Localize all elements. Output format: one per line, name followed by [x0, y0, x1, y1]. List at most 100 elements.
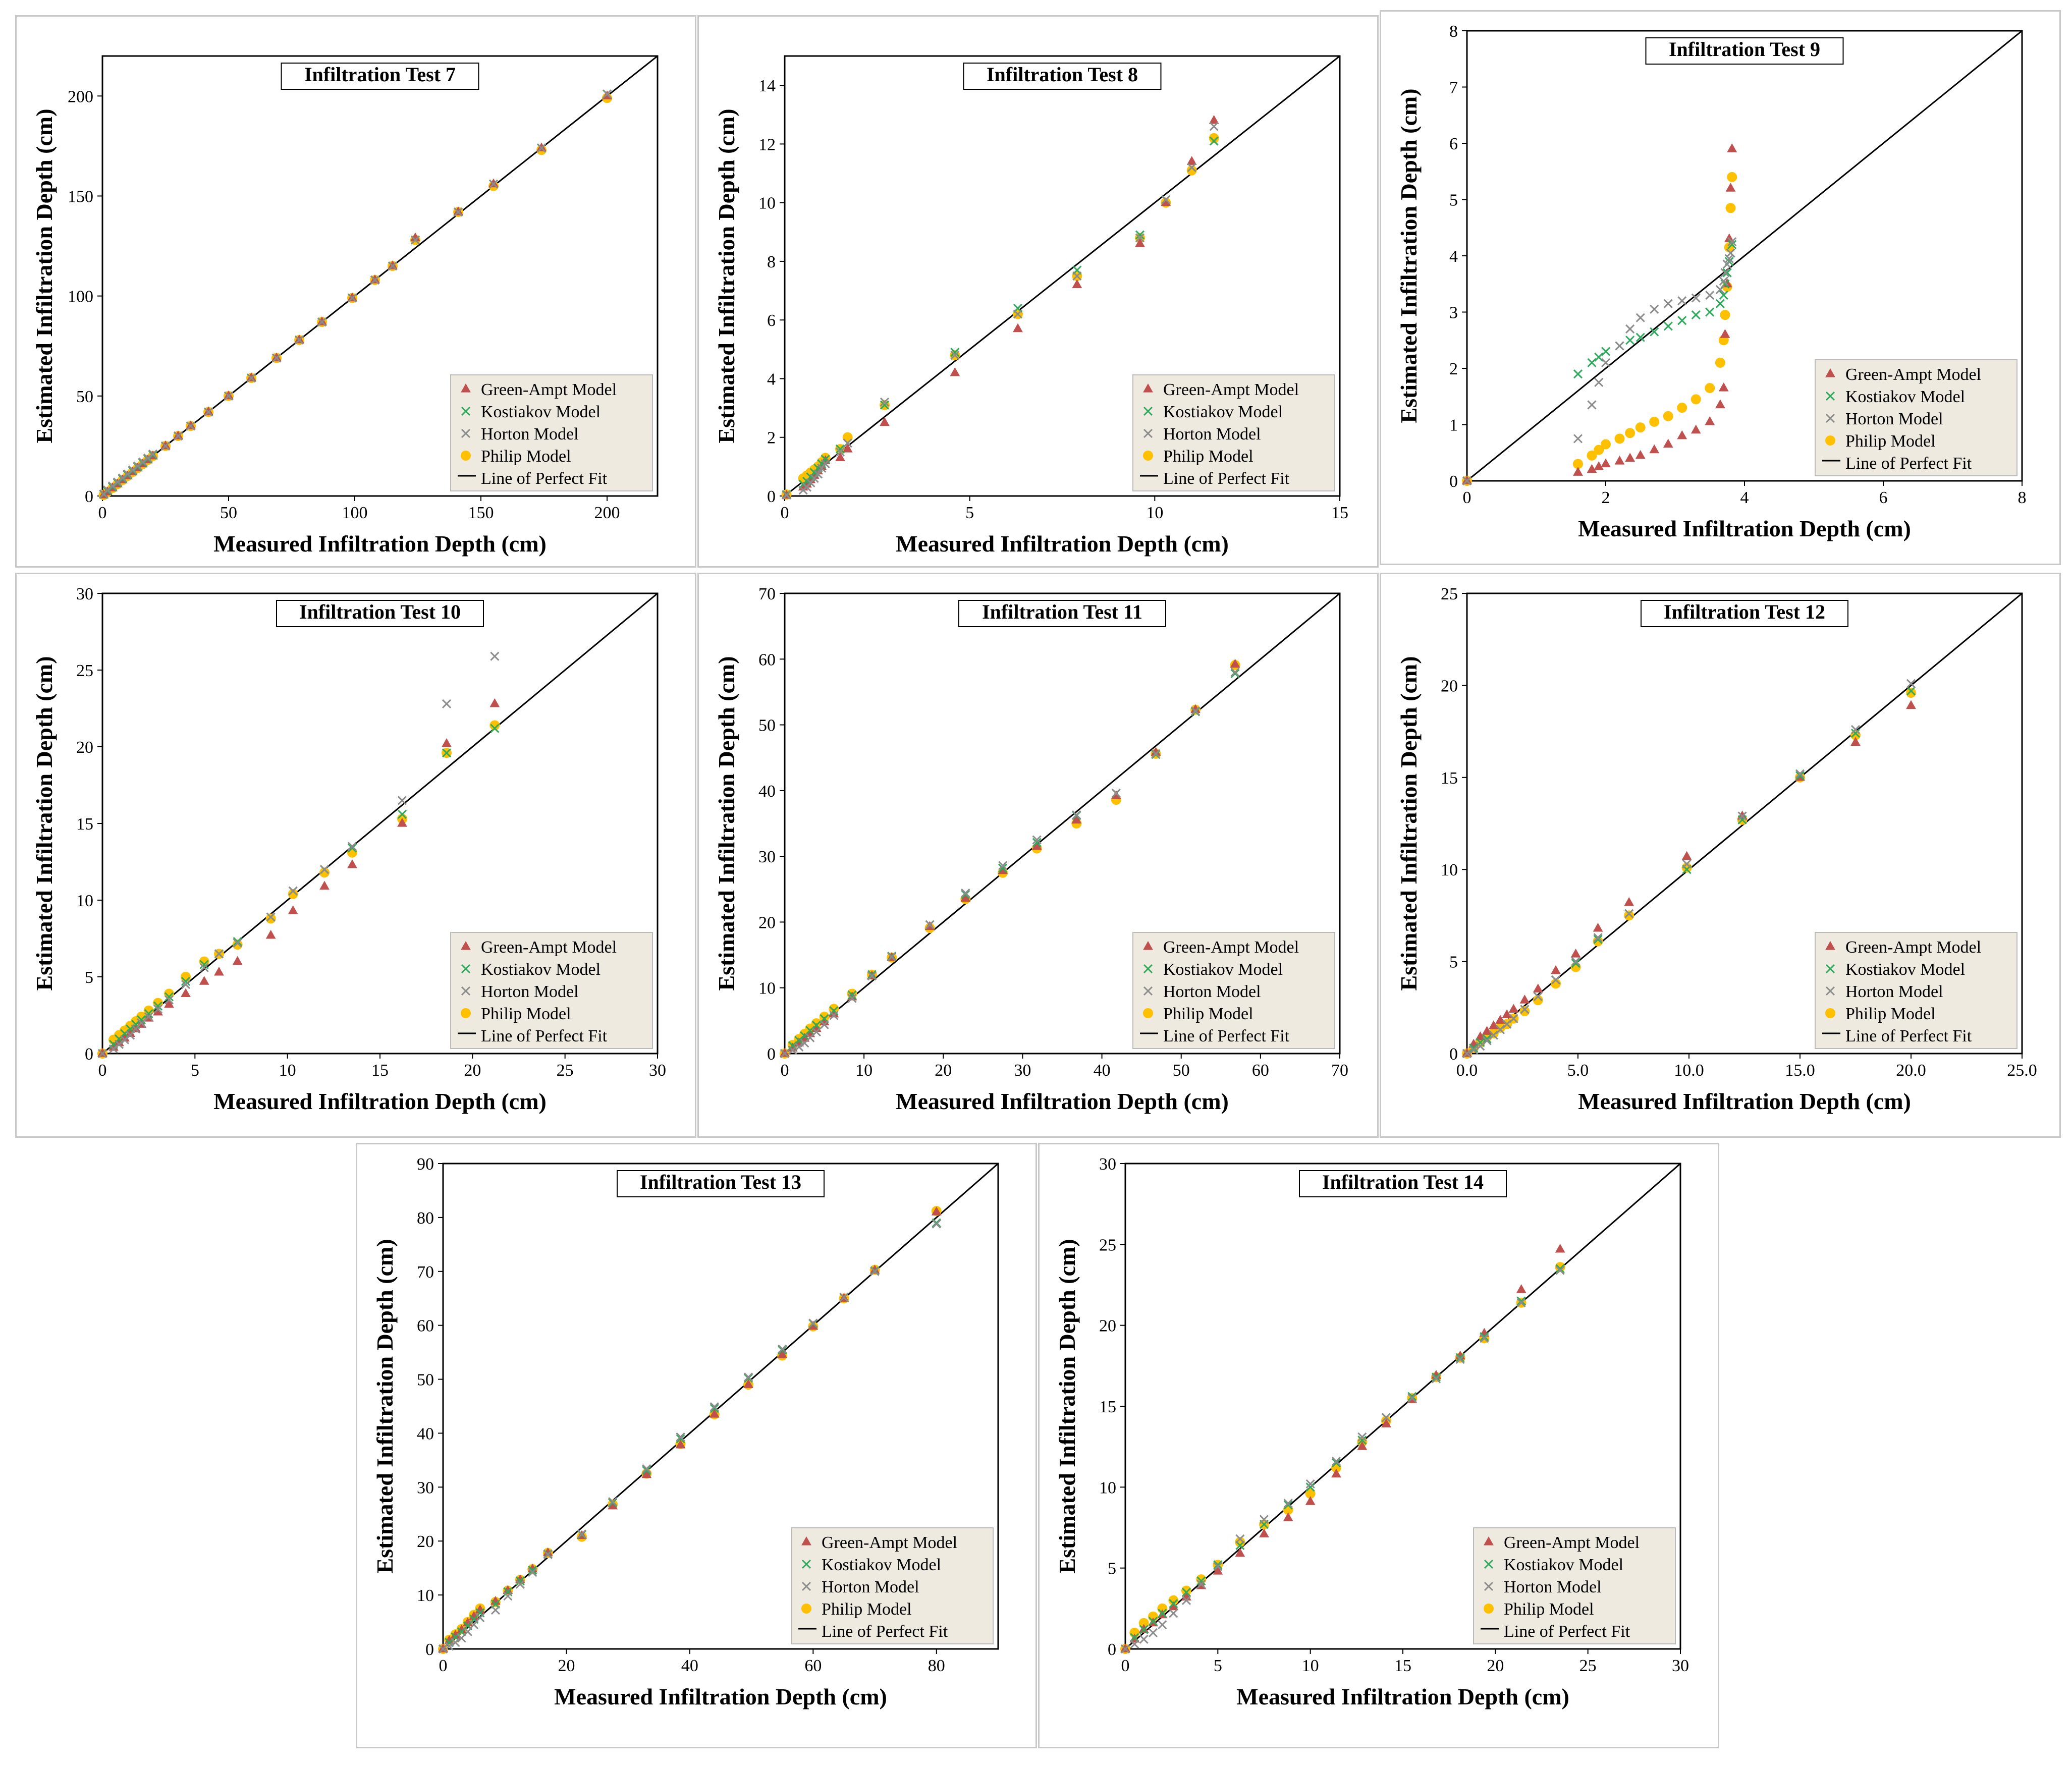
x-tick-label: 200: [594, 504, 620, 522]
legend-marker-green_ampt: [461, 383, 471, 393]
data-point-horton: [1625, 324, 1635, 334]
data-point-green_ampt: [777, 1349, 788, 1359]
data-point-kostiakov: [1431, 1372, 1441, 1382]
perfect-fit-line: [1466, 30, 2023, 482]
legend-label: Horton Model: [481, 425, 579, 444]
x-tick-label: 10: [855, 1061, 873, 1080]
data-point-philip: [1593, 936, 1603, 947]
perfect-fit-line: [784, 592, 1340, 1055]
legend-marker-green_ampt: [1143, 383, 1153, 393]
legend-label: Horton Model: [1845, 982, 1943, 1001]
data-point-philip: [232, 940, 243, 950]
data-point-horton: [1720, 268, 1730, 278]
data-point-kostiakov: [442, 748, 452, 758]
chart-test-10: 0 5 10 15 20 25 30 0 5 10 15 20 25 30 Infiltration Tes…: [31, 585, 666, 1114]
data-point-green_ampt: [835, 452, 845, 462]
data-point-horton: [438, 1644, 448, 1654]
data-point-horton: [536, 143, 547, 153]
panel-test-9: 0 2 4 6 8 0 1 2 3 4 5 6 7 8 Infiltration Test 9 Measure…: [1380, 10, 2061, 565]
y-tick-label: 20: [1441, 677, 1458, 695]
data-point-philip: [1209, 133, 1219, 143]
panel-test-8: 0 5 10 15 0 2 4 6 8 10 12 14 Infiltration Test 8 Meas…: [697, 15, 1379, 568]
y-axis-label: Estimated Infiltration Depth (cm): [1396, 656, 1422, 990]
x-tick-label: 60: [1252, 1061, 1269, 1080]
data-point-horton: [1305, 1479, 1315, 1488]
data-point-horton: [1795, 769, 1805, 779]
data-point-kostiakov: [847, 990, 857, 1000]
data-point-kostiakov: [778, 1345, 787, 1355]
y-tick-label: 10: [76, 892, 93, 910]
legend-label: Philip Model: [1163, 1005, 1253, 1023]
data-point-green_ampt: [164, 999, 174, 1008]
data-point-green_ampt: [1161, 197, 1171, 206]
data-point-kostiakov: [1480, 1332, 1489, 1342]
data-point-green_ampt: [488, 178, 499, 188]
data-point-green_ampt: [1570, 949, 1581, 958]
chart-test-9: 0 2 4 6 8 0 1 2 3 4 5 6 7 8 Infiltration Test 9 Measure…: [1396, 22, 2027, 541]
y-tick-label: 20: [1099, 1317, 1116, 1336]
data-point-kostiakov: [199, 960, 209, 969]
data-point-green_ampt: [453, 206, 463, 215]
data-point-kostiakov: [1650, 327, 1659, 337]
x-tick-label: 8: [2018, 488, 2027, 507]
data-point-kostiakov: [1594, 352, 1604, 362]
data-point-green_ampt: [319, 880, 330, 890]
data-point-horton: [808, 1318, 818, 1328]
data-point-green_ampt: [808, 1320, 819, 1330]
data-point-philip: [136, 1012, 146, 1022]
y-tick-label: 60: [758, 650, 776, 669]
legend-label: Kostiakov Model: [822, 1556, 941, 1574]
data-point-kostiakov: [867, 970, 877, 979]
data-point-horton: [1455, 1354, 1465, 1364]
data-point-horton: [932, 1219, 941, 1229]
data-point-horton: [925, 920, 935, 929]
data-point-green_ampt: [1259, 1528, 1269, 1537]
data-point-philip: [1533, 995, 1543, 1006]
data-point-horton: [181, 980, 191, 989]
data-point-horton: [1705, 290, 1715, 300]
x-tick-label: 0.0: [1456, 1061, 1478, 1080]
data-point-green_ampt: [1168, 1601, 1179, 1611]
y-tick-label: 3: [1449, 304, 1458, 322]
y-tick-label: 14: [758, 77, 776, 95]
data-point-kostiakov: [397, 809, 407, 819]
data-point-philip: [1727, 172, 1737, 182]
data-point-horton: [515, 1579, 525, 1589]
data-point-green_ampt: [1209, 115, 1219, 124]
y-tick-label: 5: [1449, 191, 1458, 210]
legend-box: [1132, 932, 1335, 1049]
data-point-green_ampt: [1331, 1468, 1341, 1478]
data-point-philip: [1681, 862, 1692, 873]
y-tick-label: 10: [758, 194, 776, 213]
data-point-kostiakov: [1516, 1296, 1526, 1306]
data-point-horton: [829, 1011, 839, 1020]
legend-label: Line of Perfect Fit: [822, 1622, 948, 1641]
data-point-kostiakov: [1476, 1038, 1485, 1047]
chart-title: Infiltration Test 9: [1669, 38, 1820, 61]
y-tick-label: 30: [758, 848, 776, 866]
y-tick-label: 10: [758, 979, 776, 998]
data-point-horton: [1283, 1499, 1293, 1508]
data-point-green_ampt: [388, 260, 398, 269]
panel-test-7: 0 50 100 150 200 0 50 100 150 200 Infiltration Tes…: [15, 15, 696, 568]
x-axis-label: Measured Infiltration Depth (cm): [213, 531, 547, 557]
data-point-kostiakov: [1593, 934, 1603, 944]
data-point-philip: [1649, 416, 1660, 427]
series-horton: [1462, 237, 1737, 486]
data-point-kostiakov: [515, 1576, 525, 1586]
panel-test-13: 0 20 40 60 80 0 10 20 30 40 50 60 70 80 90 Infiltration…: [356, 1143, 1037, 1748]
y-tick-label: 20: [758, 913, 776, 932]
data-point-horton: [1551, 975, 1561, 985]
y-tick-label: 1: [1449, 416, 1458, 435]
data-point-philip: [288, 889, 298, 899]
data-point-green_ampt: [1462, 475, 1472, 484]
legend-marker-philip: [461, 451, 471, 461]
data-point-green_ampt: [1663, 438, 1673, 448]
data-point-green_ampt: [1072, 279, 1082, 289]
y-tick-label: 25: [1099, 1236, 1116, 1254]
title-box: [1641, 600, 1848, 627]
legend-marker-horton: [1143, 428, 1153, 438]
data-point-horton: [319, 865, 330, 874]
y-tick-label: 40: [417, 1424, 434, 1443]
legend-marker-green_ampt: [1825, 368, 1835, 377]
